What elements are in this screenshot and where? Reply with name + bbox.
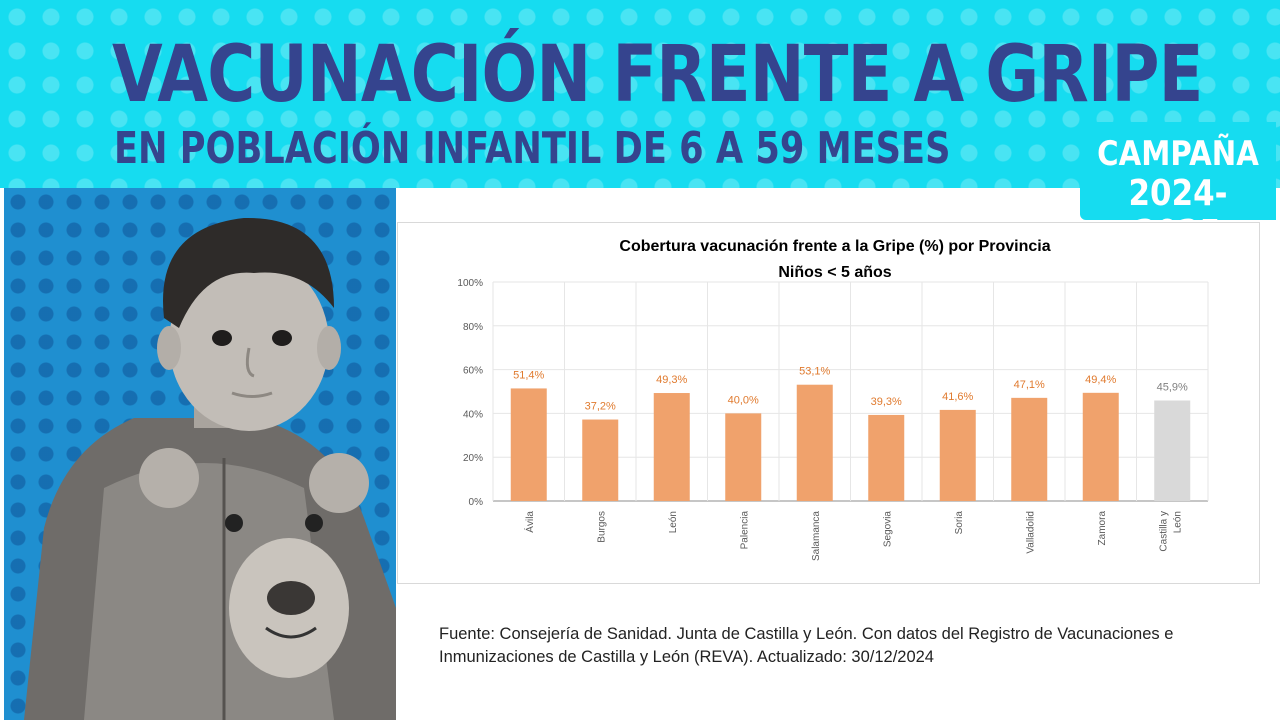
bar (1082, 392, 1119, 501)
bar (1154, 400, 1191, 501)
chart-bars (510, 384, 1191, 501)
y-tick-label: 100% (457, 278, 483, 289)
value-label: 40,0% (728, 394, 759, 406)
child-illustration (24, 217, 396, 720)
campaign-label: CAMPAÑA (1097, 134, 1259, 174)
bar (868, 414, 905, 501)
y-axis: 0% 20% 40% 60% 80% 100% (457, 278, 483, 508)
source-note: Fuente: Consejería de Sanidad. Junta de … (439, 625, 1174, 666)
x-tick-label: Soria (954, 511, 965, 535)
data-labels: 51,4% 37,2% 49,3% 40,0% 53,1% 39,3% 41,6% 47,1%… (513, 366, 1188, 413)
bar (582, 419, 619, 501)
x-tick-label: Palencia (739, 511, 750, 550)
x-tick-label: Salamanca (811, 511, 822, 561)
y-tick-label: 0% (469, 497, 484, 508)
x-tick-label: Castilla y (1158, 511, 1169, 552)
y-tick-label: 20% (463, 453, 483, 464)
chart-panel: Cobertura vacunación frente a la Gripe (… (397, 222, 1260, 584)
value-label: 53,1% (799, 366, 830, 378)
bar-chart: Cobertura vacunación frente a la Gripe (… (457, 238, 1209, 561)
x-tick-label: Burgos (596, 511, 607, 543)
value-label: 49,4% (1085, 374, 1116, 386)
page-title: VACUNACIÓN FRENTE A GRIPE (112, 30, 1203, 120)
value-label: 45,9% (1157, 381, 1188, 393)
value-label: 37,2% (585, 401, 616, 413)
x-tick-label: Zamora (1097, 511, 1108, 546)
y-tick-label: 80% (463, 322, 483, 333)
value-label: 51,4% (513, 369, 544, 381)
x-axis: Ávila Burgos León Palencia Salamanca Segovia S… (523, 511, 1184, 561)
value-label: 47,1% (1014, 379, 1045, 391)
y-tick-label: 60% (463, 366, 483, 377)
x-tick-label: León (1172, 511, 1183, 533)
value-label: 39,3% (871, 396, 902, 408)
chart-subtitle: Niños < 5 años (778, 264, 891, 281)
child-photo (4, 188, 396, 720)
bar (653, 393, 690, 501)
page-subtitle: EN POBLACIÓN INFANTIL DE 6 A 59 MESES (114, 123, 951, 174)
value-label: 49,3% (656, 374, 687, 386)
value-label: 41,6% (942, 391, 973, 403)
x-tick-label: Ávila (523, 511, 536, 533)
x-tick-label: Valladolid (1025, 511, 1036, 554)
x-tick-label: León (668, 511, 679, 533)
bar (796, 384, 833, 501)
chart-title: Cobertura vacunación frente a la Gripe (… (619, 238, 1050, 255)
y-tick-label: 40% (463, 409, 483, 420)
campaign-badge: CAMPAÑA 2024-2025 (1080, 122, 1276, 254)
bar (1011, 397, 1048, 501)
header-banner: VACUNACIÓN FRENTE A GRIPE EN POBLACIÓN I… (0, 0, 1280, 188)
bar (725, 413, 762, 501)
x-tick-label: Segovia (882, 511, 893, 548)
bar (510, 388, 547, 501)
bar (939, 409, 976, 501)
